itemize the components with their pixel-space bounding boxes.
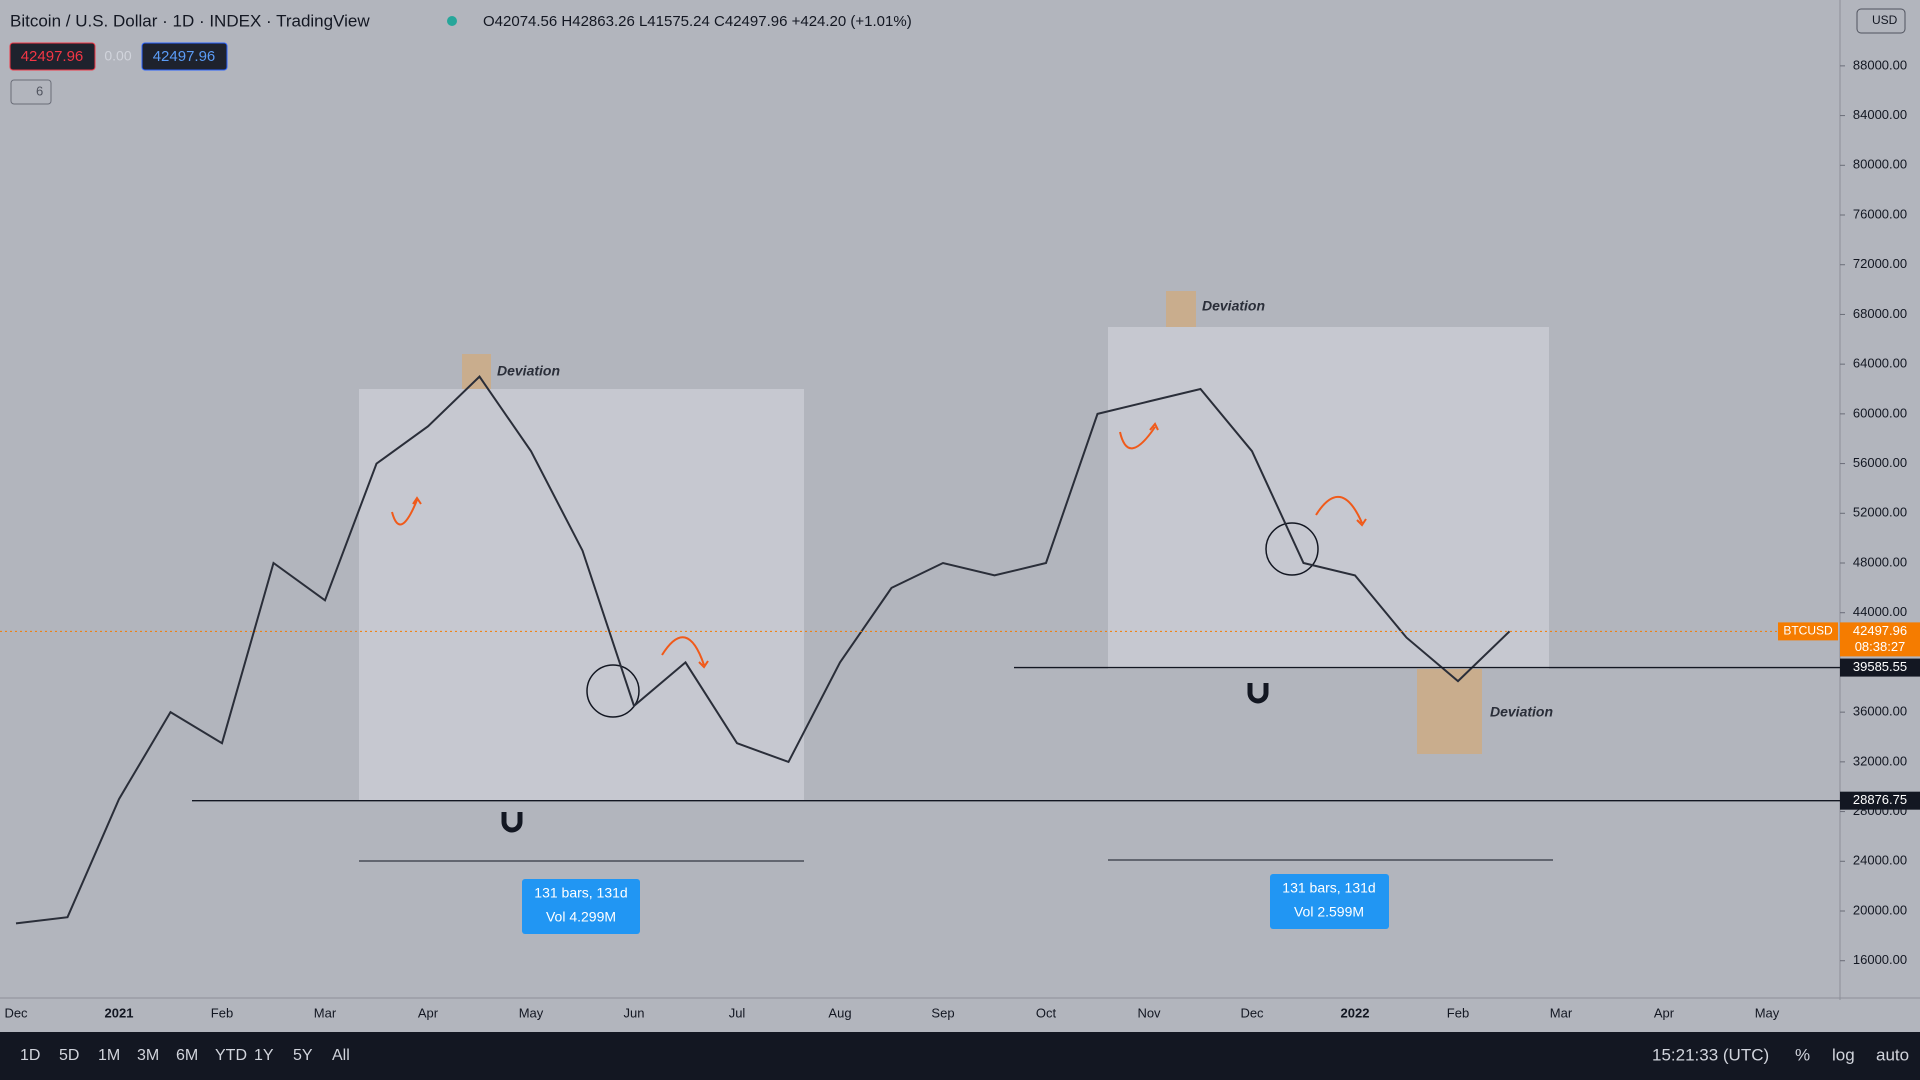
circle-marker [1265, 522, 1319, 576]
clock: 15:21:33 (UTC) [1652, 1045, 1769, 1064]
range-button[interactable]: 1M [98, 1047, 120, 1064]
measure-text: 131 bars, 131d [1282, 880, 1375, 896]
level-label: 28876.75 [1853, 792, 1907, 807]
y-tick-label: 72000.00 [1853, 256, 1907, 271]
range-box [1108, 327, 1549, 669]
range-button[interactable]: 5Y [293, 1047, 313, 1064]
y-tick-label: 80000.00 [1853, 157, 1907, 172]
y-tick-label: 56000.00 [1853, 455, 1907, 470]
scale-option[interactable]: log [1832, 1045, 1855, 1064]
annotation: Deviation [1490, 704, 1553, 720]
range-button[interactable]: 6M [176, 1047, 198, 1064]
y-tick-label: 32000.00 [1853, 753, 1907, 768]
scale-option[interactable]: auto [1876, 1045, 1909, 1064]
measure-box [1270, 874, 1389, 929]
range-button[interactable]: All [332, 1047, 350, 1064]
range-button[interactable]: 1D [20, 1047, 40, 1064]
level-label: 39585.55 [1853, 659, 1907, 674]
deviation-box [1417, 669, 1482, 754]
y-tick-label: 24000.00 [1853, 853, 1907, 868]
x-tick-label: 2021 [105, 1005, 134, 1020]
last-price-label: 42497.96 [1853, 623, 1907, 638]
circle-marker [586, 664, 640, 718]
bottom-toolbar [0, 1032, 1920, 1080]
arrow [391, 496, 422, 526]
measure-text: Vol 2.599M [1294, 904, 1364, 920]
y-tick-label: 60000.00 [1853, 405, 1907, 420]
status-dot [447, 16, 457, 26]
range-button[interactable]: 1Y [254, 1047, 274, 1064]
indicator-toggle[interactable] [10, 79, 52, 105]
y-tick-label: 52000.00 [1853, 505, 1907, 520]
x-tick-label: May [1755, 1005, 1780, 1020]
y-tick-label: 48000.00 [1853, 554, 1907, 569]
y-tick-label: 76000.00 [1853, 206, 1907, 221]
x-tick-label: Feb [211, 1005, 233, 1020]
sell-price[interactable]: 42497.96 [21, 48, 84, 65]
currency[interactable]: USD [1872, 13, 1898, 27]
annotation: Deviation [1202, 298, 1265, 314]
magnet-icon [501, 812, 523, 833]
magnet-icon [1247, 683, 1269, 704]
y-tick-label: 36000.00 [1853, 704, 1907, 719]
arrow [1315, 496, 1367, 527]
countdown: 08:38:27 [1855, 639, 1906, 654]
measure-box [522, 879, 640, 934]
measure-text: 131 bars, 131d [534, 885, 627, 901]
measure-text: Vol 4.299M [546, 909, 616, 925]
y-tick-label: 16000.00 [1853, 952, 1907, 967]
range-button[interactable]: 5D [59, 1047, 79, 1064]
arrow [661, 636, 709, 669]
x-tick-label: Mar [314, 1005, 337, 1020]
spread: 0.00 [104, 48, 131, 64]
sell-box[interactable] [9, 42, 96, 71]
y-tick-label: 20000.00 [1853, 902, 1907, 917]
buy-price[interactable]: 42497.96 [153, 48, 216, 65]
x-tick-label: Jun [624, 1005, 645, 1020]
x-tick-label: Dec [1240, 1005, 1264, 1020]
x-tick-label: Apr [418, 1005, 439, 1020]
y-tick-label: 88000.00 [1853, 57, 1907, 72]
x-tick-label: 2022 [1341, 1005, 1370, 1020]
deviation-box [462, 354, 491, 389]
x-tick-label: Aug [828, 1005, 851, 1020]
symbol-tag [1778, 622, 1838, 641]
y-tick-label: 84000.00 [1853, 107, 1907, 122]
price-line [15, 375, 1511, 925]
level-tag [1840, 791, 1920, 810]
indicator-count[interactable]: 6 [36, 83, 43, 98]
range-button[interactable]: 3M [137, 1047, 159, 1064]
x-tick-label: Mar [1550, 1005, 1573, 1020]
y-tick-label: 44000.00 [1853, 604, 1907, 619]
chart-title: Bitcoin / U.S. Dollar · 1D · INDEX · Tra… [10, 11, 370, 30]
x-tick-label: May [519, 1005, 544, 1020]
currency-button[interactable] [1856, 8, 1906, 34]
buy-box[interactable] [141, 42, 228, 71]
ohlc-legend: O42074.56 H42863.26 L41575.24 C42497.96 … [483, 13, 912, 30]
x-tick-label: Feb [1447, 1005, 1469, 1020]
x-tick-label: Jul [729, 1005, 746, 1020]
level-tag [1840, 658, 1920, 677]
range-box [359, 389, 804, 801]
x-tick-label: Nov [1137, 1005, 1161, 1020]
x-tick-label: Dec [4, 1005, 28, 1020]
range-button[interactable]: YTD [215, 1047, 247, 1064]
y-tick-label: 64000.00 [1853, 356, 1907, 371]
arrow [1119, 422, 1159, 450]
x-tick-label: Apr [1654, 1005, 1675, 1020]
annotation: Deviation [497, 363, 560, 379]
y-tick-label: 68000.00 [1853, 306, 1907, 321]
x-tick-label: Sep [931, 1005, 954, 1020]
deviation-box [1166, 291, 1196, 327]
x-tick-label: Oct [1036, 1005, 1057, 1020]
scale-option[interactable]: % [1795, 1045, 1810, 1064]
last-price-tag [1840, 622, 1920, 657]
symbol-label: BTCUSD [1783, 624, 1833, 638]
